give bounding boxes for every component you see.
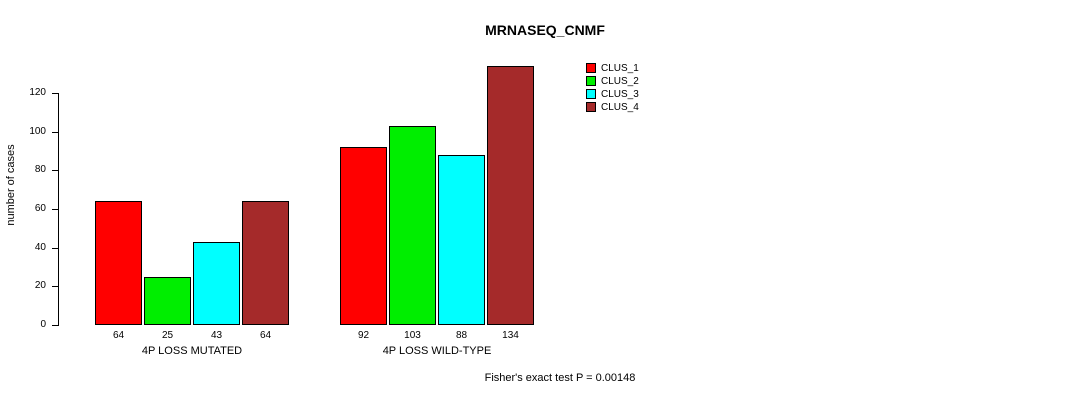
bar-clus_2-1: [144, 276, 191, 325]
bar-value-label: 92: [357, 330, 370, 341]
y-tick-label: 20: [34, 280, 46, 292]
bar-clus_3-2: [438, 154, 485, 325]
legend-item-clus_4: CLUS_4: [586, 101, 639, 113]
legend-label: CLUS_3: [601, 88, 639, 100]
category-label: 4P LOSS MUTATED: [141, 345, 243, 357]
y-tick-mark: [52, 93, 58, 94]
y-tick-mark: [52, 286, 58, 288]
bar-value-label: 134: [502, 330, 519, 341]
legend-swatch: [586, 76, 596, 86]
bar-clus_4-2: [487, 65, 534, 325]
bar-value-label: 25: [161, 330, 174, 341]
bar-clus_4-1: [242, 201, 289, 325]
legend-item-clus_2: CLUS_2: [586, 75, 639, 87]
bar-clus_2-2: [389, 125, 436, 325]
y-tick-label: 60: [34, 203, 46, 214]
bar-clus_1-1: [95, 201, 142, 325]
y-tick-label: 80: [34, 164, 46, 176]
bar-clus_3-1: [193, 241, 240, 325]
y-tick-mark: [52, 325, 58, 326]
bar-value-label: 64: [112, 330, 125, 341]
bar-clus_1-2: [340, 147, 387, 325]
y-tick-label: 120: [29, 87, 46, 98]
y-tick-label: 40: [34, 241, 46, 253]
legend-label: CLUS_4: [601, 101, 639, 113]
y-axis-line: [58, 93, 59, 326]
chart-title: MRNASEQ_CNMF: [485, 22, 605, 38]
bar-value-label: 43: [210, 330, 223, 341]
legend-item-clus_3: CLUS_3: [586, 88, 639, 100]
y-axis-label: number of cases: [5, 144, 17, 226]
y-tick-mark: [52, 209, 58, 210]
y-tick-label: 0: [40, 319, 46, 330]
legend-label: CLUS_1: [601, 62, 639, 74]
legend-swatch: [586, 63, 596, 73]
legend-item-clus_1: CLUS_1: [586, 62, 639, 74]
y-tick-mark: [52, 247, 58, 249]
bar-value-label: 103: [404, 330, 421, 341]
y-tick-label: 100: [29, 125, 46, 137]
legend-label: CLUS_2: [601, 75, 639, 87]
legend-swatch: [586, 89, 596, 99]
y-tick-mark: [52, 170, 58, 172]
bar-value-label: 88: [455, 330, 468, 341]
legend-swatch: [586, 102, 596, 112]
bar-value-label: 64: [259, 330, 272, 341]
y-tick-mark: [52, 131, 58, 133]
category-label: 4P LOSS WILD-TYPE: [382, 345, 492, 357]
legend: CLUS_1 CLUS_2 CLUS_3 CLUS_4: [586, 62, 639, 114]
fisher-test-annotation: Fisher's exact test P = 0.00148: [484, 372, 636, 384]
